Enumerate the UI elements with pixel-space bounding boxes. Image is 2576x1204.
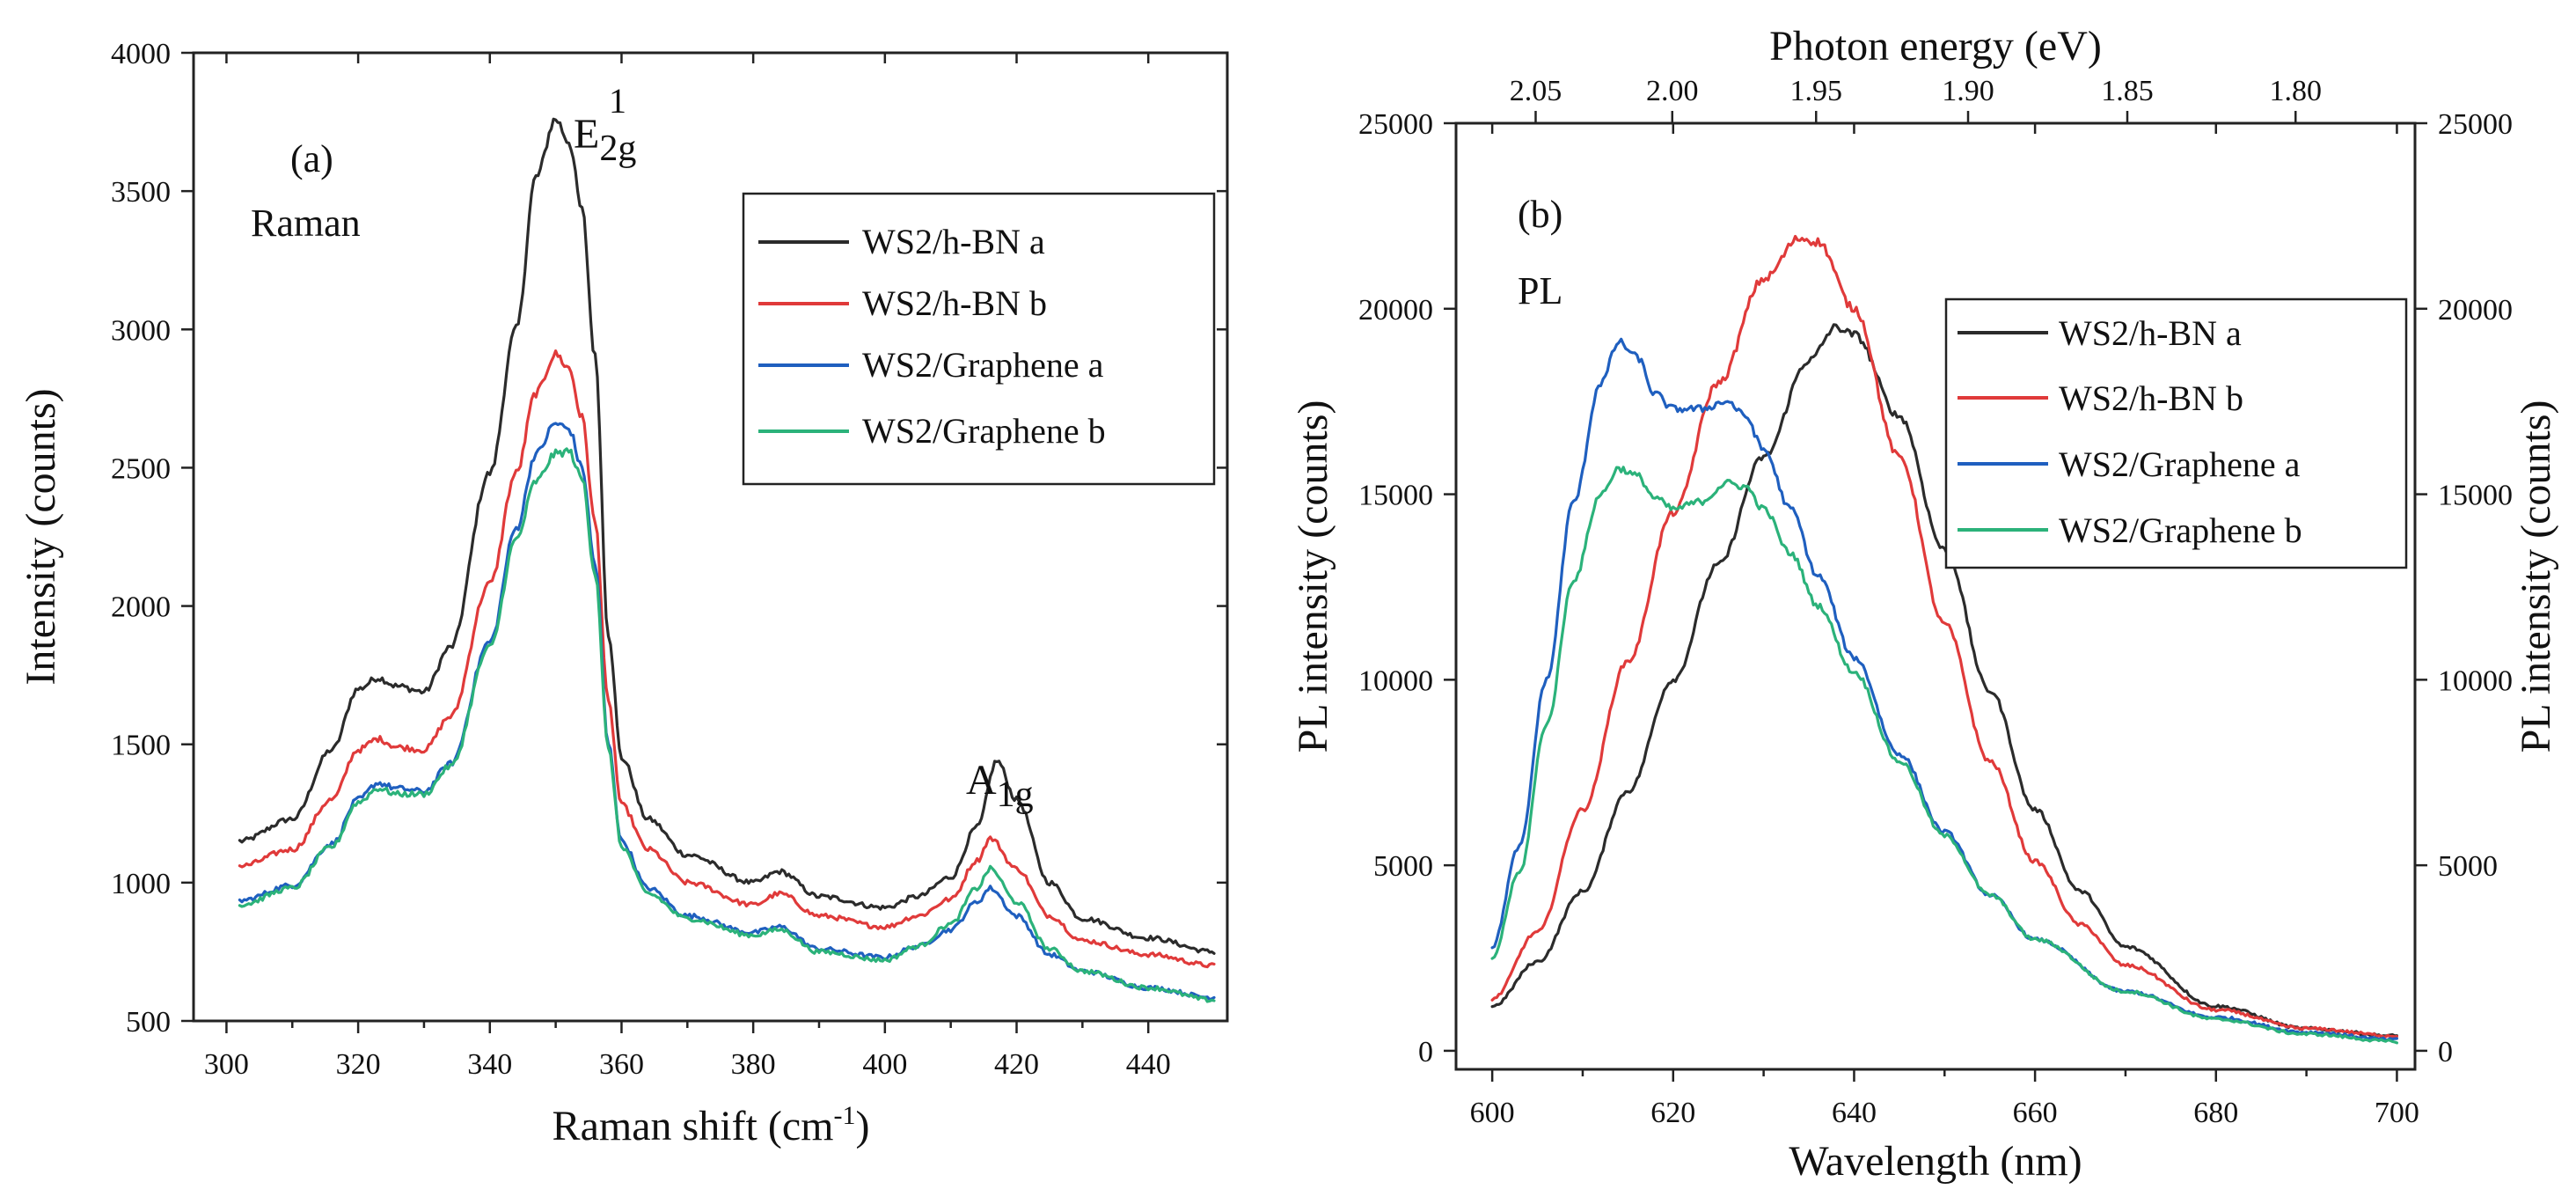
b-y-tick-label-5000: 5000	[1373, 850, 1433, 883]
raman-legend-entry-hbn-a: WS2/h-BN a	[862, 222, 1045, 261]
a-series-ws2-graphene-b	[238, 447, 1216, 1003]
a-x-tick-label-420: 420	[994, 1048, 1039, 1081]
b-x2-tick-label-2.00: 2.00	[1646, 75, 1699, 107]
a-series-ws2-h-bn-a	[238, 117, 1216, 955]
a-x-tick-label-440: 440	[1126, 1048, 1171, 1081]
a-y-tick-label-1500: 1500	[111, 730, 171, 762]
b-y-tick-label-right-5000: 5000	[2438, 850, 2498, 883]
b-x-tick-label-600: 600	[1470, 1097, 1515, 1129]
a1g-peak-label: A1g	[966, 757, 1034, 815]
pl-legend-box	[1944, 297, 2408, 569]
a-y-tick-label-1000: 1000	[111, 868, 171, 900]
b-y-tick-label-right-20000: 20000	[2438, 294, 2513, 327]
b-x-tick-label-620: 620	[1650, 1097, 1695, 1129]
b-x2-tick-label-2.05: 2.05	[1510, 75, 1562, 107]
b-y-tick-label-15000: 15000	[1358, 480, 1433, 512]
a-y-tick-label-3500: 3500	[111, 176, 171, 209]
pl-legend-entry-graphene-a: WS2/Graphene a	[2059, 444, 2301, 484]
pl-series-layer	[1490, 234, 2398, 1045]
a-y-tick-label-500: 500	[126, 1006, 171, 1039]
b-y-tick-label-right-0: 0	[2438, 1036, 2453, 1068]
b-y-tick-label-right-25000: 25000	[2438, 108, 2513, 141]
pl-legend-entry-hbn-b: WS2/h-BN b	[2059, 378, 2243, 418]
a-x-tick-label-380: 380	[731, 1048, 776, 1081]
a-x-tick-label-340: 340	[467, 1048, 512, 1081]
a-x-tick-label-320: 320	[336, 1048, 381, 1081]
a-y-tick-label-3000: 3000	[111, 314, 171, 347]
pl-y-axis-label-right: PL intensity (counts)	[2513, 400, 2559, 753]
e2g-peak-label: E2g	[574, 111, 636, 169]
pl-plot-frame	[1454, 121, 2417, 1071]
raman-legend-entry-hbn-b: WS2/h-BN b	[862, 283, 1047, 323]
pl-y-axis-label-left: PL intensity (counts)	[1290, 400, 1336, 753]
a1g-peak-label-subscript: 1g	[997, 775, 1034, 815]
b-series-ws2-h-bn-b	[1490, 234, 2398, 1039]
raman-series-layer	[238, 117, 1216, 1003]
a-y-tick-label-2500: 2500	[111, 452, 171, 485]
pl-panel-letter: (b)	[1518, 193, 1562, 236]
b-x-tick-label-700: 700	[2375, 1097, 2419, 1129]
e2g-peak-label-subscript: 2g	[599, 128, 636, 169]
raman-x-axis-label-end: )	[855, 1103, 869, 1149]
raman-legend-entry-graphene-a: WS2/Graphene a	[862, 345, 1104, 385]
a-x-tick-label-300: 300	[204, 1048, 249, 1081]
b-x2-tick-label-1.85: 1.85	[2101, 75, 2154, 107]
raman-plot-frame	[192, 51, 1229, 1023]
b-x-tick-label-680: 680	[2193, 1097, 2238, 1129]
raman-panel: 300 320 340 360 380 400 420 440 500 1000 1500 2000 2…	[18, 38, 1229, 1149]
pl-panel: 600 620 640 660 680 700 0 0 5000 5000 10000 10000 15…	[1290, 23, 2559, 1185]
b-x2-tick-label-1.95: 1.95	[1790, 75, 1843, 107]
b-y-tick-label-right-15000: 15000	[2438, 480, 2513, 512]
pl-legend: WS2/h-BN a WS2/h-BN b WS2/Graphene a WS2…	[1944, 297, 2408, 569]
b-y-tick-label-right-10000: 10000	[2438, 664, 2513, 697]
pl-axis-ticks: 600 620 640 660 680 700 0 0 5000 5000 10000 10000 15…	[1358, 75, 2513, 1129]
b-y-tick-label-10000: 10000	[1358, 664, 1433, 697]
b-x-tick-label-640: 640	[1832, 1097, 1877, 1129]
pl-legend-entry-hbn-a: WS2/h-BN a	[2059, 313, 2242, 353]
pl-annotation: PL	[1518, 269, 1562, 312]
b-x-tick-label-660: 660	[2013, 1097, 2058, 1129]
raman-x-axis-label: Raman shift (cm-1)	[553, 1101, 870, 1149]
b-x2-tick-label-1.80: 1.80	[2270, 75, 2323, 107]
b-y-tick-label-0: 0	[1418, 1036, 1433, 1068]
a-y-tick-label-2000: 2000	[111, 591, 171, 624]
raman-x-axis-label-exponent: -1	[833, 1101, 855, 1130]
pl-x-axis-label: Wavelength (nm)	[1789, 1138, 2082, 1185]
pl-legend-entry-graphene-b: WS2/Graphene b	[2059, 510, 2302, 550]
a-series-ws2-h-bn-b	[238, 349, 1216, 969]
raman-panel-letter: (a)	[290, 137, 333, 180]
e2g-peak-label-base: E	[574, 111, 599, 158]
pl-top-axis-label: Photon energy (eV)	[1769, 23, 2102, 70]
b-x2-tick-label-1.90: 1.90	[1942, 75, 1994, 107]
b-series-ws2-h-bn-a	[1490, 323, 2398, 1039]
raman-legend: WS2/h-BN a WS2/h-BN b WS2/Graphene a WS2…	[742, 192, 1216, 486]
a1g-peak-label-base: A	[966, 757, 997, 804]
a-series-ws2-graphene-a	[238, 422, 1216, 1002]
a-x-tick-label-360: 360	[599, 1048, 644, 1081]
b-y-tick-label-25000: 25000	[1358, 108, 1433, 141]
raman-legend-entry-graphene-b: WS2/Graphene b	[862, 411, 1106, 451]
raman-y-axis-label: Intensity (counts)	[18, 388, 64, 685]
b-y-tick-label-20000: 20000	[1358, 294, 1433, 327]
raman-x-axis-label-main: Raman shift (cm	[553, 1103, 834, 1149]
e2g-peak-label-superscript: 1	[609, 81, 626, 121]
a-x-tick-label-400: 400	[862, 1048, 907, 1081]
a-y-tick-label-4000: 4000	[111, 38, 171, 70]
raman-annotation: Raman	[251, 202, 361, 245]
b-series-ws2-graphene-b	[1490, 466, 2398, 1045]
raman-axis-ticks: 300 320 340 360 380 400 420 440 500 1000 1500 2000 2…	[111, 38, 1227, 1081]
